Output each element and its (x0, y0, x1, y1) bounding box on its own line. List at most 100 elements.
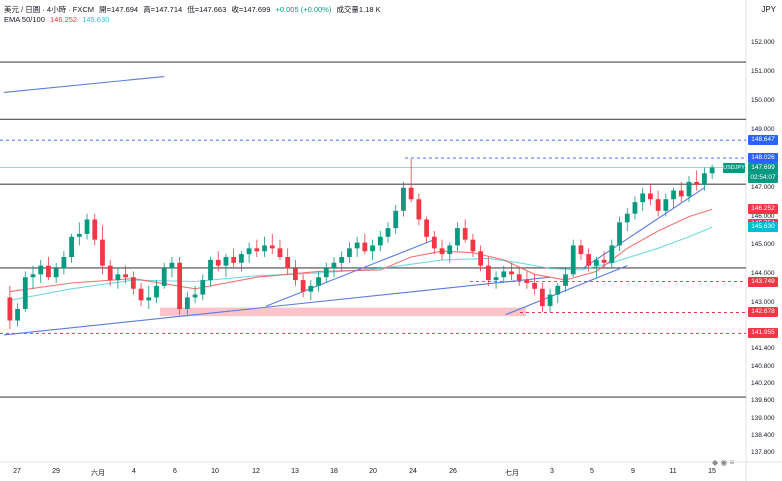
time-tick-label: 七月 (505, 470, 519, 477)
time-tick-label: 10 (211, 468, 219, 475)
candle-body (648, 193, 653, 200)
trendline (3, 75, 165, 93)
volume-value: 成交量1.18 K (336, 5, 381, 14)
candle-body (231, 256, 237, 263)
candle-body (686, 181, 692, 197)
candle-body (439, 248, 445, 255)
candle-body (393, 210, 399, 229)
time-tick-label: 20 (369, 468, 377, 475)
candle-body (331, 262, 337, 269)
candle-body (617, 222, 622, 246)
candle-body (161, 268, 167, 286)
candle-body (462, 228, 468, 240)
candle-body (362, 242, 368, 252)
candle-body (285, 256, 291, 269)
candle-body (107, 265, 113, 281)
ema-label: EMA 50/100 (4, 15, 45, 24)
candle-body (416, 199, 422, 220)
candle-body (671, 190, 676, 200)
ema50-line (9, 208, 713, 293)
candle-body (254, 248, 260, 252)
price-tick-label: 143.000 (751, 299, 775, 307)
candle-body (601, 259, 607, 263)
price-tick-label: 150.000 (751, 97, 775, 105)
ema100-value: 145.630 (82, 15, 110, 24)
candle-body (509, 271, 514, 275)
candle-body (424, 219, 429, 237)
candle-body (694, 181, 700, 185)
candle-body (323, 268, 329, 278)
candle-body (632, 202, 638, 214)
candle-body (192, 294, 198, 298)
time-tick-label: 24 (409, 468, 417, 475)
price-tick-label: 139.600 (751, 397, 775, 405)
time-tick-label: 3 (550, 468, 554, 475)
low-value: 低=147.663 (187, 5, 227, 14)
candle-body (76, 233, 82, 237)
candle-body (547, 294, 553, 307)
candle-body (15, 308, 20, 321)
candle-body (678, 190, 684, 197)
ema50-value: 146.252 (49, 15, 78, 24)
chart-legend-ema[interactable]: EMA 50/100 146.252 145.630 (4, 15, 112, 24)
candle-body (92, 219, 98, 240)
trendline (505, 265, 628, 316)
open-value: 開=147.694 (99, 5, 139, 14)
candle-body (154, 285, 159, 298)
trendline (3, 276, 551, 336)
candle-body (478, 251, 484, 266)
time-tick-label: 29 (52, 468, 60, 475)
candle-body (431, 236, 437, 249)
candle-body (555, 285, 561, 295)
trendline (582, 187, 705, 270)
price-tick-label: 140.200 (751, 380, 775, 388)
candle-body (246, 248, 252, 255)
candle-body (300, 280, 306, 292)
candle-body (524, 280, 530, 283)
price-axis-label: 147.699 (748, 162, 778, 173)
candle-body (370, 245, 375, 252)
price-axis-label: 145.630 (748, 222, 778, 233)
price-tick-label: 145.000 (751, 241, 775, 249)
tradingview-logo-icon: ◆ ◉ ≡ (712, 458, 735, 467)
candle-body (293, 268, 298, 281)
price-tick-label: 140.800 (751, 362, 775, 370)
price-tick-label: 149.000 (751, 125, 775, 133)
candle-body (123, 274, 129, 278)
candle-body (208, 259, 213, 281)
price-axis-label: 143.749 (748, 276, 778, 287)
candle-body (238, 254, 244, 263)
candle-body (408, 187, 414, 200)
candle-body (223, 256, 229, 266)
bar-countdown: 02:54:07 (748, 172, 778, 183)
close-value: 收=147.699 (231, 5, 271, 14)
price-tick-label: 137.800 (751, 449, 775, 457)
candle-body (501, 271, 507, 278)
symbol-title[interactable]: 美元 / 日圓 · 4小時 · FXCM (4, 5, 94, 14)
change-value: +0.005 (+0.00%) (275, 5, 332, 14)
time-tick-label: 4 (132, 468, 136, 475)
candle-body (532, 282, 538, 289)
candle-body (269, 245, 275, 249)
price-axis-label: 148.026 (748, 153, 778, 164)
time-tick-label: 11 (669, 468, 677, 475)
candle-body (624, 213, 630, 223)
support-zone (160, 307, 526, 317)
candle-body (138, 288, 144, 301)
candle-body (277, 248, 283, 257)
candle-body (308, 285, 314, 292)
candle-body (69, 236, 74, 257)
candle-body (377, 236, 383, 246)
candle-body (609, 245, 615, 263)
candle-body (447, 245, 453, 255)
candle-body (38, 265, 44, 275)
price-tick-label: 139.000 (751, 414, 775, 422)
candle-body (586, 254, 592, 266)
candle-body (146, 297, 152, 301)
currency-label[interactable]: JPY (761, 5, 776, 14)
time-tick-label: 18 (330, 468, 338, 475)
candle-body (53, 268, 59, 278)
price-tick-label: 138.400 (751, 432, 775, 439)
candle-body (655, 199, 661, 211)
